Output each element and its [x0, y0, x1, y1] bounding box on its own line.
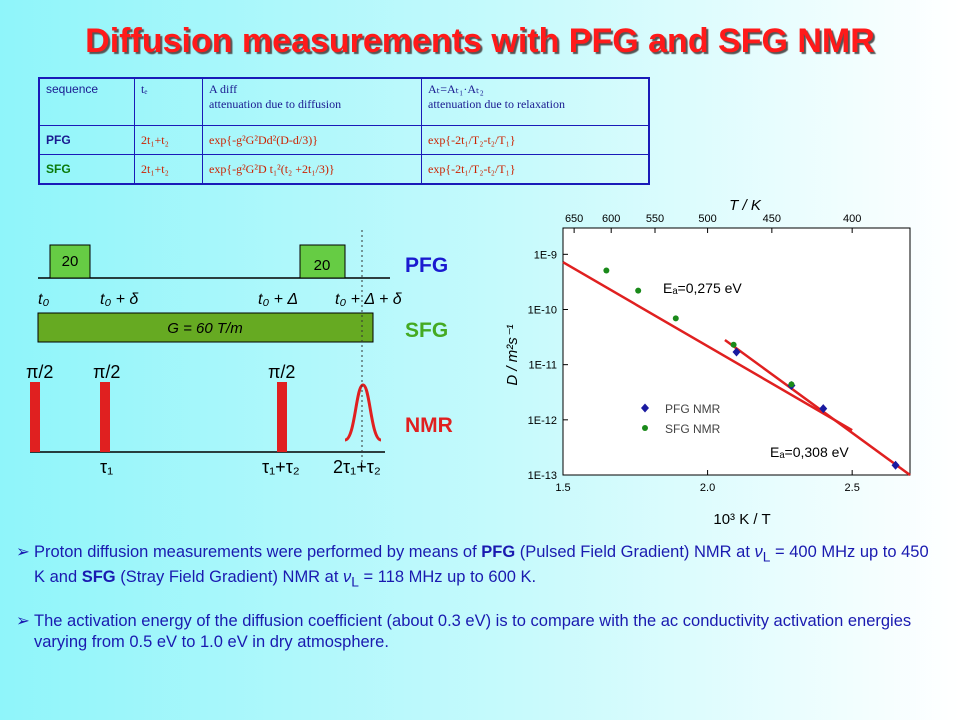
annotation: Eₐ=0,308 eV [770, 444, 849, 460]
legend-label: SFG NMR [665, 422, 721, 436]
text-run: (Stray Field Gradient) NMR at [115, 568, 344, 587]
cell: PFG [38, 125, 135, 155]
pulse-label: 20 [314, 257, 331, 274]
x2-tick-label: 650 [565, 213, 583, 225]
gradient-pulse [299, 244, 346, 279]
table: sequence tₑ A diff attenuation due to dif… [38, 77, 650, 185]
row-label: SFG [405, 319, 448, 342]
text-run: L [351, 574, 359, 590]
point [891, 460, 900, 470]
y-tick-label: 1E-11 [528, 360, 557, 372]
text-run: PFG [481, 543, 516, 561]
sfg-gradient [37, 312, 374, 343]
cell: 2t₁+t₂ [134, 154, 203, 185]
y-axis-title: D / m²s⁻¹ [504, 324, 521, 385]
y-tick-label: 1E-13 [528, 470, 557, 482]
point [635, 287, 642, 294]
x-axis-title: 10³ K / T [713, 511, 770, 528]
rf-pulse [277, 382, 287, 452]
fit-line [562, 261, 853, 432]
gradient-label: G = 60 T/m [167, 320, 242, 337]
point [788, 381, 795, 388]
x2-tick-label: 450 [763, 213, 781, 225]
legend-marker [642, 425, 648, 431]
text-run: SFG [81, 568, 116, 587]
text-run: (Pulsed Field Gradient) NMR at [515, 543, 755, 561]
x-tick-label: 2.5 [845, 482, 860, 494]
bullet: ➢ Proton diffusion measurements were perf… [16, 542, 936, 593]
rf-pulse [30, 382, 40, 452]
text-run: = 400 MHz up to 450 K and [34, 543, 929, 587]
pulse-label: 20 [62, 253, 79, 270]
x2-axis-title: T / K [729, 197, 762, 214]
text-run: The activation energy of the diffusion c… [34, 611, 912, 651]
bullet: ➢ The activation energy of the diffusion … [16, 611, 936, 653]
row-label: PFG [405, 254, 448, 277]
row-label: NMR [405, 414, 453, 437]
cell: exp{-g²G²D t₁²(t₂ +2t₁/3)} [202, 154, 422, 185]
pulse-label: π/2 [93, 362, 120, 382]
cell-line: attenuation due to relaxation [428, 97, 565, 111]
pulse-diagram: 20 20 t₀ t₀ + δ t₀ + Δ t₀ + Δ + δ G = 60… [26, 230, 453, 477]
time-label: t₀ [38, 291, 49, 308]
x-tick-label: 1.5 [555, 482, 570, 494]
point [603, 267, 610, 274]
cell: exp{-g²G²Dd²(D-d/3)} [202, 125, 422, 155]
text-run: L [762, 549, 771, 565]
text-run: ν [343, 568, 352, 587]
cell: Aₜ=Aₜ₁·Aₜ₂ attenuation due to relaxation [421, 77, 650, 126]
tau-label: τ₁+τ₂ [262, 457, 300, 477]
x2-tick-label: 400 [843, 213, 861, 225]
title: Diffusion measurements with PFG and SFG … [85, 22, 875, 60]
time-label: t₀ + δ [100, 291, 139, 308]
point [672, 315, 679, 322]
legend-label: PFG NMR [665, 402, 721, 416]
cell: 2t₁+t₂ [134, 125, 203, 155]
cell: SFG [38, 154, 135, 185]
annotation: Eₐ=0,275 eV [663, 280, 742, 296]
x2-tick-label: 600 [602, 213, 620, 225]
x-tick-label: 2.0 [700, 482, 715, 494]
point [730, 341, 737, 348]
fit-line [724, 338, 911, 477]
tau-label: 2τ₁+τ₂ [333, 457, 381, 477]
cell: A diff attenuation due to diffusion [202, 77, 422, 126]
bullet-text: The activation energy of the diffusion c… [34, 611, 936, 653]
tau-label: τ₁ [100, 457, 113, 477]
x2-tick-label: 550 [646, 213, 664, 225]
gradient-pulse [49, 244, 91, 279]
y-tick-label: 1E-12 [528, 415, 557, 427]
y-tick-label: 1E-9 [534, 249, 557, 261]
point [819, 404, 828, 414]
cell: exp{-2t₁/T₂-t₂/T₁} [421, 125, 650, 155]
bullet-marker: ➢ [16, 543, 30, 561]
bullet-text: Proton diffusion measurements were perfo… [34, 542, 936, 593]
time-label: t₀ + Δ + δ [335, 291, 403, 308]
bullet-marker: ➢ [16, 611, 30, 630]
text-run: = 118 MHz up to 600 K. [358, 568, 537, 587]
cell-line: A diff [209, 82, 238, 96]
pulse-label: π/2 [26, 362, 53, 382]
cell: exp{-2t₁/T₂-t₂/T₁} [421, 154, 650, 185]
legend-marker [641, 403, 649, 413]
bullets: ➢ Proton diffusion measurements were perf… [16, 542, 936, 671]
pulse-label: π/2 [268, 362, 295, 382]
rf-pulse [100, 382, 110, 452]
text-run: ν [754, 543, 763, 561]
point [732, 347, 741, 357]
cell-line: attenuation due to diffusion [209, 97, 342, 111]
echo [344, 383, 382, 442]
cell-line: Aₜ=Aₜ₁·Aₜ₂ [428, 82, 484, 96]
y-tick-label: 1E-10 [528, 304, 557, 316]
x2-tick-label: 500 [698, 213, 716, 225]
time-label: t₀ + Δ [258, 291, 298, 308]
text-run: Proton diffusion measurements were perfo… [34, 543, 482, 561]
